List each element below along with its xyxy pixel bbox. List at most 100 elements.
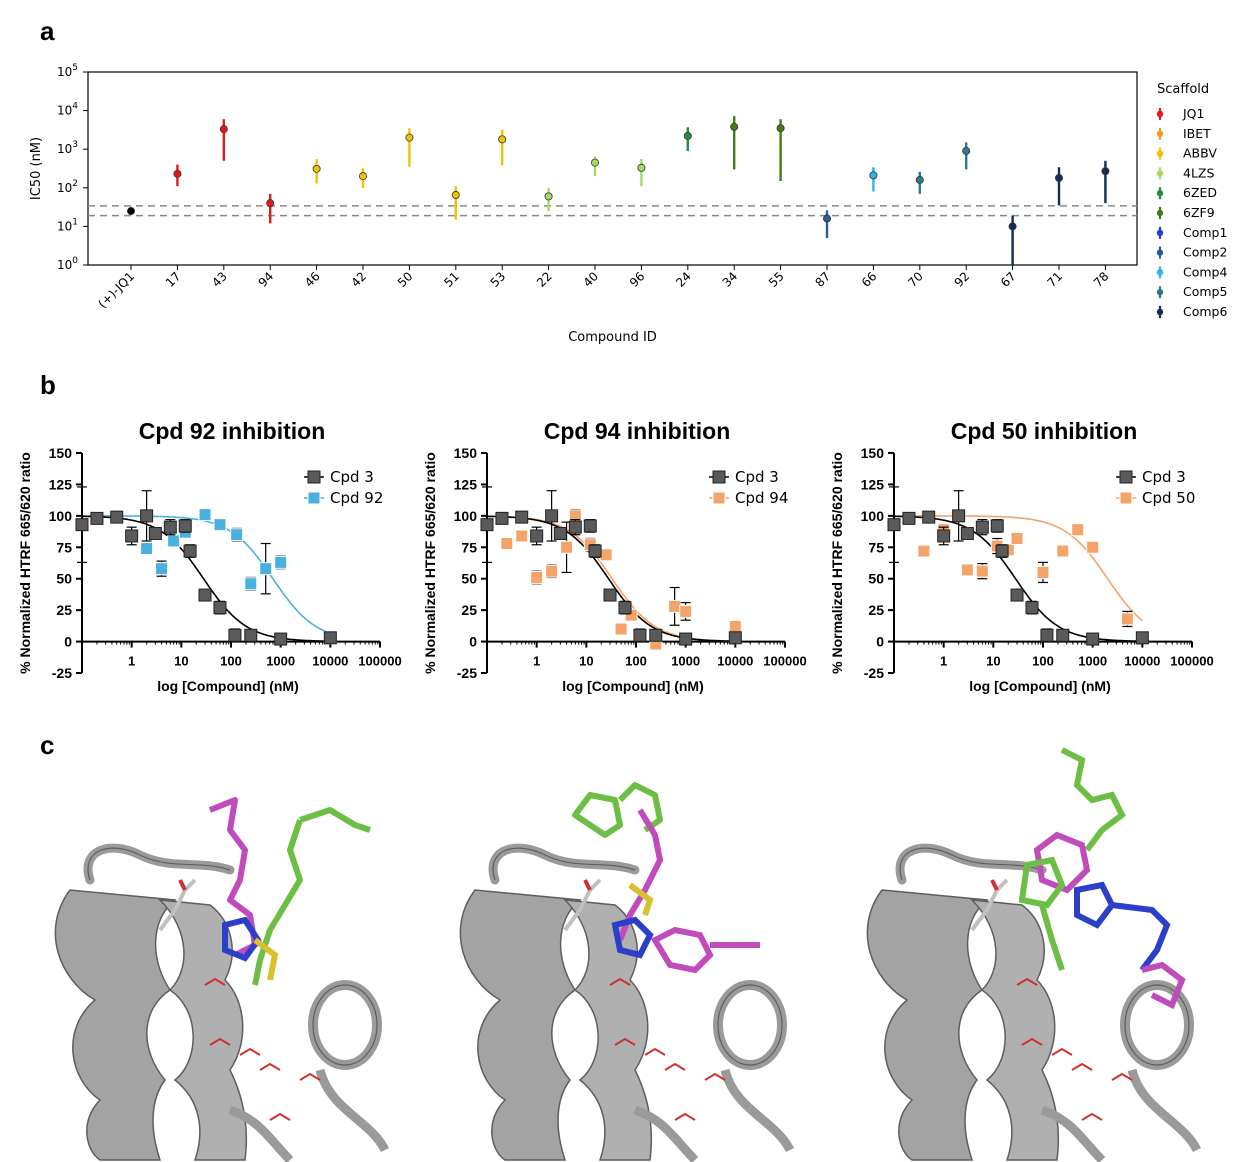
legend-marker bbox=[1156, 130, 1164, 137]
y-tick-label: -25 bbox=[52, 665, 72, 681]
ligand-ring-green bbox=[1018, 856, 1066, 909]
docked-structures-panel bbox=[54, 747, 1202, 1162]
legend-label: Comp6 bbox=[1183, 304, 1227, 319]
x-tick-label: 1 bbox=[128, 654, 135, 669]
ligand-green bbox=[1039, 904, 1065, 971]
x-tick-label: 1 bbox=[533, 654, 540, 669]
data-point bbox=[633, 628, 647, 642]
chart-title: Cpd 92 inhibition bbox=[139, 418, 326, 444]
data-point bbox=[323, 631, 337, 645]
data-point bbox=[198, 588, 212, 602]
cpd94-inhibition-chart: Cpd 94 inhibition -25 0 25 50 75 100 125 150 1 10 1… bbox=[422, 418, 807, 694]
legend-marker bbox=[1119, 470, 1133, 484]
legend-marker bbox=[1156, 190, 1164, 197]
data-point bbox=[599, 548, 613, 562]
x-tick-label: 78 bbox=[1091, 269, 1112, 290]
legend-title: Scaffold bbox=[1157, 82, 1209, 97]
data-point bbox=[213, 518, 227, 532]
helix-ribbon bbox=[54, 889, 177, 1161]
water-molecule bbox=[644, 1047, 666, 1056]
legend-label: JQ1 bbox=[1182, 106, 1204, 121]
data-point bbox=[1010, 588, 1024, 602]
water-molecule bbox=[1081, 1112, 1103, 1121]
helix-ribbon bbox=[157, 899, 248, 1161]
legend-marker bbox=[712, 470, 726, 484]
y-tick-label: 101 bbox=[57, 217, 78, 233]
data-point bbox=[183, 544, 197, 558]
legend-label: Cpd 94 bbox=[735, 489, 788, 507]
data-point bbox=[213, 601, 227, 615]
x-tick-label: 100 bbox=[625, 654, 647, 669]
data-point bbox=[1056, 628, 1070, 642]
legend-label: Comp1 bbox=[1183, 225, 1227, 240]
y-tick-label: 25 bbox=[461, 602, 477, 618]
legend-marker bbox=[1156, 170, 1164, 177]
x-tick-label: 10000 bbox=[1124, 654, 1160, 669]
y-tick-label: 75 bbox=[868, 539, 884, 555]
data-point bbox=[544, 192, 553, 201]
x-axis-label: log [Compound] (nM) bbox=[157, 678, 299, 694]
data-point bbox=[1056, 544, 1070, 558]
y-axis-label: % Normalized HTRF 665/620 ratio bbox=[829, 452, 845, 674]
data-point bbox=[553, 526, 567, 540]
data-point bbox=[110, 510, 124, 524]
coil-tail bbox=[720, 1068, 795, 1153]
data-point bbox=[869, 171, 878, 180]
data-point bbox=[198, 508, 212, 522]
data-point bbox=[614, 622, 628, 636]
data-point bbox=[274, 632, 288, 646]
data-point bbox=[668, 599, 682, 613]
x-tick-label: 10000 bbox=[717, 654, 753, 669]
y-tick-label: 105 bbox=[57, 63, 78, 79]
coil-outline bbox=[1124, 984, 1190, 1066]
legend-label: Cpd 92 bbox=[330, 489, 383, 507]
x-tick-label: 43 bbox=[209, 269, 230, 290]
data-point bbox=[545, 509, 559, 523]
legend-marker bbox=[1156, 269, 1164, 276]
data-point bbox=[244, 628, 258, 642]
x-tick-label: (+)-JQ1 bbox=[95, 269, 137, 311]
water-molecule bbox=[259, 1062, 281, 1071]
y-tick-label: 104 bbox=[57, 102, 78, 118]
data-point bbox=[259, 562, 273, 576]
y-tick-label: 50 bbox=[56, 571, 72, 587]
ligand-ring-blue bbox=[222, 916, 262, 962]
x-tick-label: 100000 bbox=[358, 654, 401, 669]
x-tick-label: 22 bbox=[534, 269, 555, 290]
helix-ribbon bbox=[866, 889, 989, 1161]
data-point bbox=[568, 520, 582, 534]
data-point bbox=[730, 122, 739, 131]
data-point bbox=[887, 518, 901, 532]
cpd50-inhibition-chart: Cpd 50 inhibition -25 0 25 50 75 100 125 150 1 10 1… bbox=[829, 418, 1214, 694]
data-point bbox=[588, 544, 602, 558]
fit-curve bbox=[82, 515, 331, 642]
residue-stick bbox=[563, 878, 602, 932]
legend-marker bbox=[1156, 289, 1164, 296]
data-point bbox=[902, 511, 916, 525]
data-point bbox=[127, 207, 136, 216]
loop-ribbon bbox=[633, 1105, 699, 1162]
data-point bbox=[975, 520, 989, 534]
legend-marker bbox=[1156, 209, 1164, 217]
data-point bbox=[776, 124, 785, 133]
x-tick-label: 17 bbox=[163, 269, 184, 290]
legend-label: IBET bbox=[1183, 126, 1211, 141]
ligand-green bbox=[252, 807, 371, 986]
data-point bbox=[148, 526, 162, 540]
data-point bbox=[975, 564, 989, 578]
data-point bbox=[679, 632, 693, 646]
legend-marker bbox=[1156, 229, 1164, 236]
x-tick-label: 10000 bbox=[312, 654, 348, 669]
water-molecule bbox=[1016, 977, 1038, 986]
x-tick-label: 67 bbox=[998, 269, 1019, 290]
ligand-ring-magenta bbox=[1033, 831, 1091, 894]
loop-outline bbox=[899, 847, 1043, 881]
y-tick-label: 0 bbox=[469, 634, 477, 650]
x-tick-label: 10 bbox=[174, 654, 188, 669]
residue-oxygen bbox=[583, 879, 592, 891]
panel-label-a: a bbox=[40, 16, 55, 46]
data-point bbox=[90, 511, 104, 525]
water-molecule bbox=[614, 1037, 636, 1046]
x-tick-label: 46 bbox=[302, 269, 323, 290]
loop-outline bbox=[492, 847, 636, 881]
